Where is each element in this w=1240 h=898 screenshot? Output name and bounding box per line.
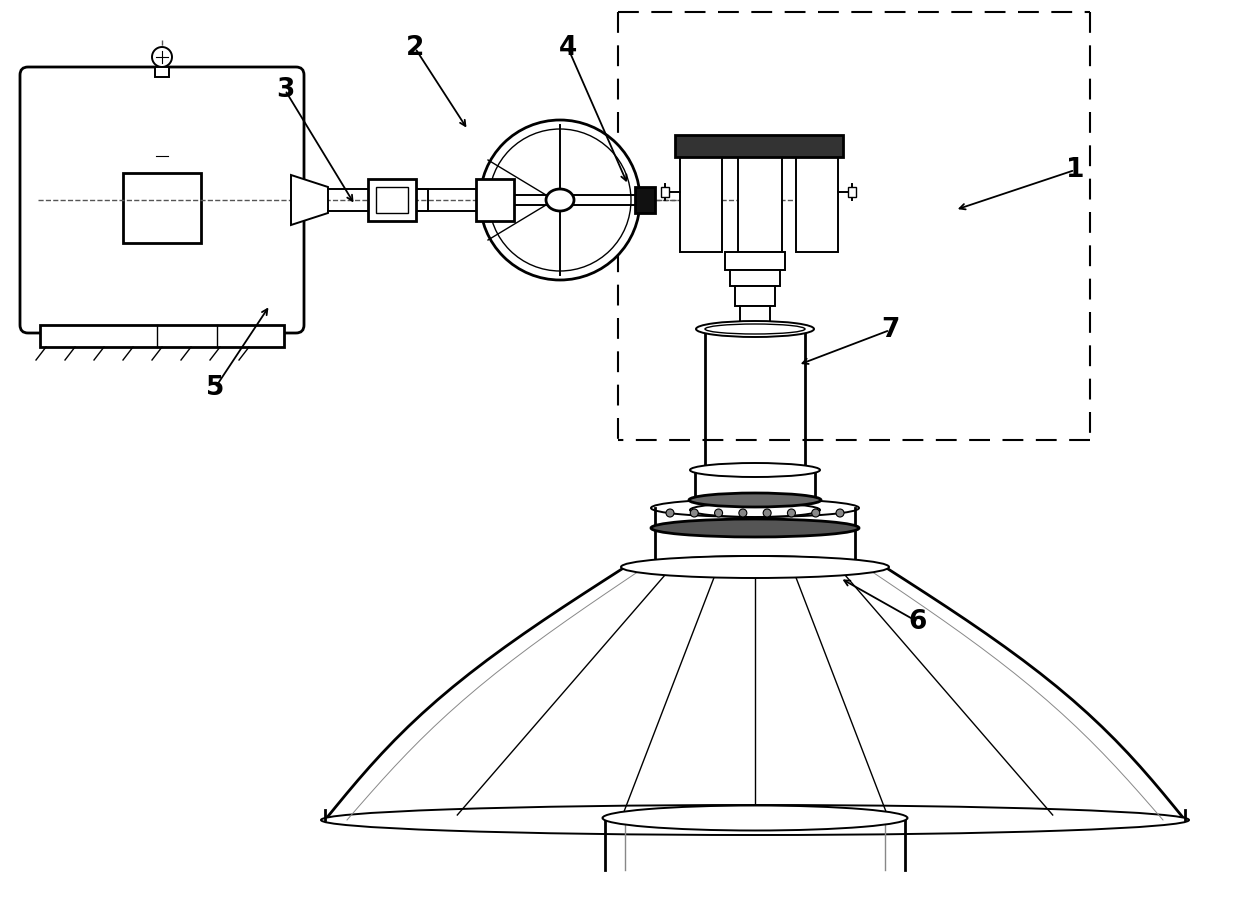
Bar [680, 157, 722, 252]
Bar [376, 187, 408, 213]
Bar [848, 187, 856, 197]
Circle shape [691, 509, 698, 517]
Text: 7: 7 [880, 317, 899, 343]
Ellipse shape [651, 519, 859, 537]
Ellipse shape [321, 805, 1189, 835]
Bar [675, 135, 843, 157]
Circle shape [489, 129, 631, 271]
Bar [735, 286, 775, 306]
Circle shape [836, 509, 844, 517]
Circle shape [787, 509, 795, 517]
Polygon shape [291, 175, 329, 225]
Ellipse shape [689, 463, 820, 477]
Circle shape [666, 509, 675, 517]
Text: 5: 5 [206, 375, 224, 401]
Bar [730, 270, 780, 286]
FancyBboxPatch shape [20, 67, 304, 333]
Text: 4: 4 [559, 35, 577, 61]
Ellipse shape [546, 189, 574, 211]
Ellipse shape [696, 321, 813, 337]
Ellipse shape [689, 503, 820, 517]
Text: 1: 1 [1065, 157, 1084, 183]
Bar [155, 67, 169, 77]
Ellipse shape [651, 556, 859, 574]
Ellipse shape [689, 493, 821, 507]
Bar [738, 157, 782, 252]
Circle shape [480, 120, 640, 280]
Ellipse shape [651, 499, 859, 517]
Circle shape [153, 47, 172, 67]
Bar [40, 325, 284, 347]
Bar [796, 157, 838, 252]
Text: 6: 6 [909, 609, 928, 635]
Text: 3: 3 [275, 77, 294, 103]
Bar [661, 187, 670, 197]
Circle shape [812, 509, 820, 517]
Ellipse shape [706, 324, 805, 334]
Ellipse shape [621, 556, 889, 578]
Circle shape [763, 509, 771, 517]
Circle shape [739, 509, 746, 517]
Circle shape [714, 509, 723, 517]
Bar [635, 187, 655, 213]
Text: 2: 2 [405, 35, 424, 61]
Bar [740, 306, 770, 324]
Bar [476, 179, 515, 221]
Bar [368, 179, 415, 221]
Ellipse shape [603, 806, 908, 831]
Bar [123, 173, 201, 243]
Bar [725, 252, 785, 270]
